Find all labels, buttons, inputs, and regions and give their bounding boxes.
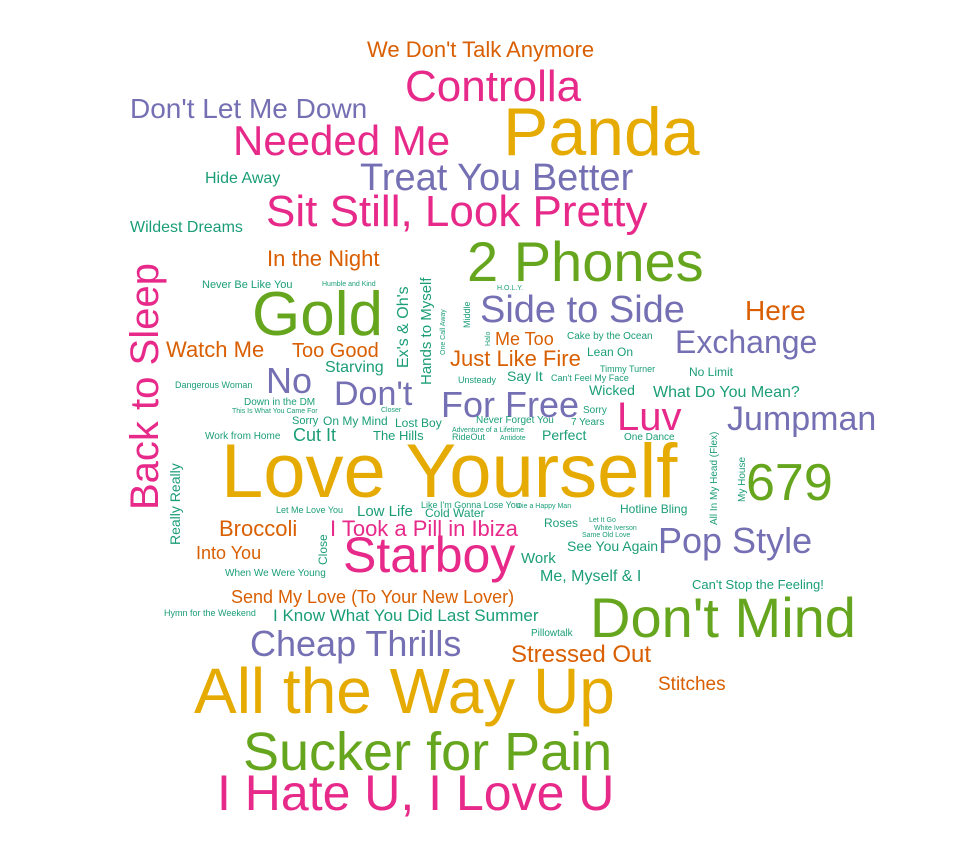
word-cloud-term: Sorry — [292, 415, 319, 427]
word-cloud-term: The Hills — [373, 428, 424, 443]
word-cloud-term: Back to Sleep — [123, 263, 167, 510]
word-cloud-term: Ex's & Oh's — [395, 286, 412, 368]
word-cloud-term: In the Night — [267, 246, 380, 271]
word-cloud-term: Cold Water — [425, 506, 485, 520]
word-cloud-term: No Limit — [689, 365, 734, 379]
word-cloud-term: Sorry — [583, 405, 607, 416]
word-cloud-term: Jumpman — [727, 400, 876, 438]
word-cloud-term: I Took a Pill in Ibiza — [330, 516, 519, 541]
word-cloud-term: Starboy — [343, 527, 515, 583]
word-cloud-term: Don't Let Me Down — [130, 93, 367, 124]
word-cloud-term: Side to Side — [480, 289, 685, 331]
word-cloud-term: Low Life — [357, 503, 413, 520]
word-cloud-term: Me Too — [495, 329, 554, 349]
word-cloud-term: Wildest Dreams — [130, 219, 243, 236]
word-cloud-term: Wicked — [589, 382, 635, 398]
word-cloud-term: Never Forget You — [476, 415, 554, 426]
word-cloud-term: Too Good — [292, 340, 379, 362]
word-cloud-term: Let It Go — [589, 517, 616, 524]
word-cloud-term: Humble and Kind — [322, 281, 376, 288]
word-cloud-term: Broccoli — [219, 516, 297, 541]
word-cloud-term: Unsteady — [458, 375, 497, 385]
word-cloud-term: Same Old Love — [582, 532, 630, 539]
word-cloud-term: Down in the DM — [244, 397, 315, 408]
word-cloud-term: Close — [316, 534, 330, 565]
word-cloud-term: Hotline Bling — [620, 502, 687, 516]
word-cloud-term: Work from Home — [205, 431, 281, 442]
word-cloud-term: Hands to Myself — [418, 277, 435, 385]
word-cloud-term: Cake by the Ocean — [567, 331, 653, 342]
word-cloud-term: Sit Still, Look Pretty — [266, 187, 647, 236]
word-cloud-term: Let Me Love You — [276, 505, 343, 515]
word-cloud-term: Controlla — [405, 62, 582, 111]
word-cloud-term: Needed Me — [233, 117, 450, 164]
word-cloud-term: Pillowtalk — [531, 628, 574, 639]
word-cloud-term: Exchange — [675, 324, 817, 360]
word-cloud-term: Don't — [334, 375, 413, 413]
word-cloud-term: H.O.L.Y. — [497, 285, 523, 292]
word-cloud-term: Panda — [503, 94, 700, 170]
word-cloud-term: For Free — [441, 384, 579, 425]
word-cloud-term: Cut It — [293, 425, 336, 445]
word-cloud-term: I Know What You Did Last Summer — [273, 606, 539, 625]
word-cloud-term: Gold — [252, 280, 383, 349]
word-cloud-term: Stressed Out — [511, 641, 651, 668]
word-cloud-term: Watch Me — [166, 337, 264, 362]
word-cloud-term: I Hate U, I Love U — [217, 765, 614, 821]
word-cloud-term: Lean On — [587, 345, 633, 359]
word-cloud-term: All In My Head (Flex) — [709, 432, 720, 525]
word-cloud-term: We Don't Talk Anymore — [367, 37, 594, 62]
word-cloud-term: Adventure of a Lifetime — [452, 427, 524, 434]
word-cloud-term: One Call Away — [440, 309, 447, 355]
word-cloud-term: See You Again — [567, 538, 658, 554]
word-cloud-term: This Is What You Came For — [232, 408, 318, 415]
word-cloud-term: Work — [521, 550, 556, 567]
word-cloud-term: One Dance — [624, 432, 675, 443]
word-cloud-term: Sucker for Pain — [243, 722, 612, 782]
word-cloud-term: 2 Phones — [467, 230, 704, 293]
word-cloud-term: Send My Love (To Your New Lover) — [231, 587, 514, 607]
word-cloud-term: Dangerous Woman — [175, 380, 252, 390]
word-cloud-term: Don't Mind — [590, 586, 856, 649]
word-cloud-term: My House — [737, 457, 748, 502]
word-cloud-term: What Do You Mean? — [653, 384, 800, 401]
word-cloud-term: Antidote — [500, 435, 526, 442]
word-cloud-term: Hide Away — [205, 170, 280, 187]
word-cloud-term: Like I'm Gonna Lose You — [421, 500, 521, 510]
word-cloud-term: Roses — [544, 516, 578, 530]
word-cloud-term: 679 — [746, 454, 833, 512]
word-cloud-term: All the Way Up — [194, 655, 615, 727]
word-cloud-term: White Iverson — [594, 525, 637, 532]
word-cloud-term: Perfect — [542, 427, 586, 443]
word-cloud-term: Say It — [507, 368, 543, 384]
word-cloud-term: Stitches — [658, 674, 726, 695]
word-cloud-term: Starving — [325, 359, 384, 376]
word-cloud-term: 7 Years — [571, 417, 604, 428]
word-cloud-term: Me, Myself & I — [540, 568, 641, 585]
word-cloud-term: Timmy Turner — [600, 364, 655, 374]
word-cloud-term: Can't Feel My Face — [551, 373, 629, 383]
word-cloud-term: RideOut — [452, 432, 486, 442]
word-cloud-term: Really Really — [167, 463, 183, 545]
word-cloud-term: Cheap Thrills — [250, 623, 461, 664]
word-cloud-term: Lost Boy — [395, 416, 442, 430]
word-cloud-term: Closer — [381, 407, 402, 414]
word-cloud-term: Love Yourself — [221, 429, 678, 514]
word-cloud-term: Here — [745, 295, 806, 326]
word-cloud-term: On My Mind — [323, 414, 388, 428]
word-cloud-term: Hymn for the Weekend — [164, 608, 256, 618]
word-cloud-term: No — [266, 360, 312, 401]
word-cloud-term: Luv — [617, 395, 682, 439]
word-cloud-term: Halo — [485, 331, 492, 346]
word-cloud-term: Die a Happy Man — [517, 503, 571, 510]
word-cloud-term: Treat You Better — [360, 157, 634, 199]
word-cloud-term: Can't Stop the Feeling! — [692, 577, 824, 592]
word-cloud-term: Middle — [462, 301, 472, 328]
word-cloud-term: Into You — [196, 543, 261, 563]
word-cloud-term: When We Were Young — [225, 568, 326, 579]
word-cloud-term: Never Be Like You — [202, 279, 293, 291]
word-cloud-term: Just Like Fire — [450, 346, 581, 371]
word-cloud-term: Pop Style — [658, 520, 812, 561]
